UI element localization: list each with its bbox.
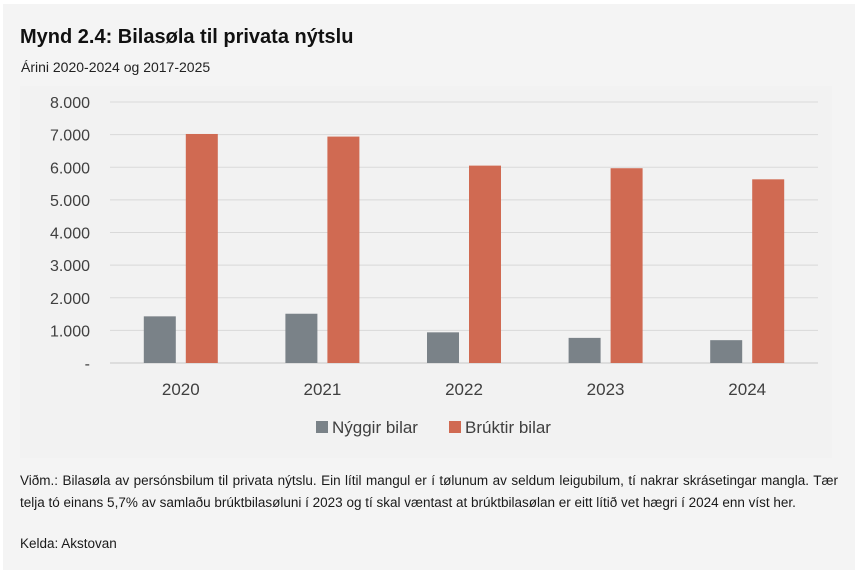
chart-title: Mynd 2.4: Bilasøla til privata nýtslu bbox=[20, 26, 354, 48]
y-tick-label: 2.000 bbox=[50, 291, 90, 308]
y-tick-label: - bbox=[85, 356, 90, 373]
bar-used-cars bbox=[610, 168, 643, 363]
bar-used-cars bbox=[469, 165, 501, 363]
legend-swatch bbox=[449, 421, 461, 433]
bar-new-cars bbox=[710, 340, 743, 363]
legend-label: Nýggir bilar bbox=[332, 418, 418, 437]
y-tick-label: 5.000 bbox=[50, 193, 90, 210]
bar-used-cars bbox=[185, 133, 218, 363]
x-tick-label: 2022 bbox=[445, 380, 483, 399]
bar-new-cars bbox=[285, 313, 318, 363]
y-tick-label: 4.000 bbox=[50, 226, 90, 243]
y-tick-label: 8.000 bbox=[50, 95, 90, 112]
x-tick-label: 2021 bbox=[303, 380, 341, 399]
bar-chart: - 1.000 2.000 3.000 4.000 5.000 6.000 7.000 8.00… bbox=[50, 95, 818, 437]
x-tick-label: 2023 bbox=[587, 380, 625, 399]
y-tick-label: 3.000 bbox=[50, 258, 90, 275]
chart-source: Kelda: Akstovan bbox=[20, 536, 117, 551]
bar-used-cars bbox=[752, 179, 785, 363]
x-tick-label: 2020 bbox=[162, 380, 200, 399]
y-tick-label: 7.000 bbox=[50, 128, 90, 145]
y-tick-label: 6.000 bbox=[50, 160, 90, 177]
bar-new-cars bbox=[568, 337, 601, 363]
bar-new-cars bbox=[427, 332, 459, 363]
x-tick-label: 2024 bbox=[728, 380, 766, 399]
chart-note: Viðm.: Bilasøla av persónsbilum til priv… bbox=[20, 473, 838, 510]
legend-swatch bbox=[316, 421, 328, 433]
bar-used-cars bbox=[327, 136, 360, 363]
chart-subtitle: Árini 2020-2024 og 2017-2025 bbox=[21, 59, 211, 75]
legend-label: Brúktir bilar bbox=[465, 418, 551, 437]
bar-new-cars bbox=[143, 316, 176, 363]
chart-area: - 1.000 2.000 3.000 4.000 5.000 6.000 7.000 8.00… bbox=[20, 86, 832, 458]
y-tick-label: 1.000 bbox=[50, 323, 90, 340]
